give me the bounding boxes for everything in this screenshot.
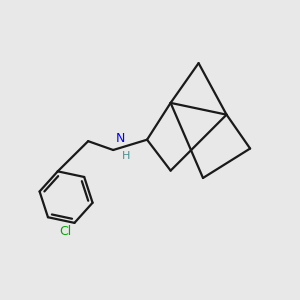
Text: Cl: Cl	[59, 225, 72, 238]
Text: H: H	[122, 152, 130, 161]
Text: N: N	[116, 132, 125, 145]
